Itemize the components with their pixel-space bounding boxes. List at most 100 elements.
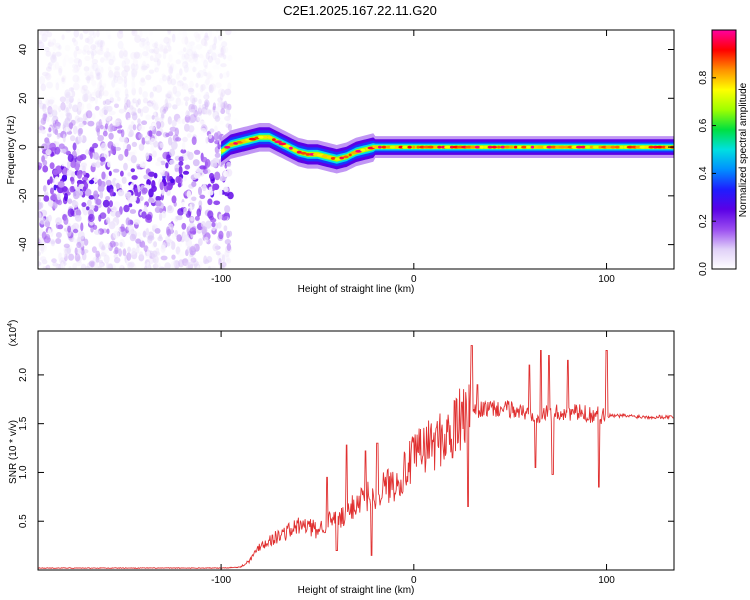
noise-cell	[55, 238, 62, 244]
noise-cell	[122, 141, 128, 151]
noise-cell	[88, 30, 95, 36]
noise-cell	[103, 51, 111, 58]
noise-cell	[44, 73, 51, 79]
noise-cell	[162, 48, 169, 54]
noise-cell	[164, 82, 168, 88]
ridge-peak	[639, 145, 647, 149]
noise-cell	[76, 170, 83, 179]
noise-cell	[215, 61, 222, 70]
colorbar-ticks: 0.0 0.2 0.4 0.6 0.8	[698, 70, 716, 276]
noise-cell	[146, 41, 151, 46]
noise-cell	[115, 179, 121, 185]
noise-cell	[145, 44, 151, 52]
noise-cell	[75, 64, 81, 71]
noise-cell	[127, 117, 132, 125]
noise-cell	[102, 44, 109, 52]
noise-cell	[167, 62, 171, 69]
noise-cell	[60, 75, 67, 85]
ridge-peak	[558, 145, 566, 149]
noise-cell	[174, 167, 179, 172]
noise-cell	[89, 71, 94, 79]
noise-cell	[204, 65, 208, 69]
noise-cell	[69, 185, 75, 193]
noise-cell	[227, 55, 233, 62]
noise-cell	[73, 30, 80, 38]
noise-cell	[88, 260, 96, 268]
noise-cell	[204, 101, 209, 110]
noise-cell	[81, 84, 88, 91]
noise-cell	[50, 39, 56, 44]
noise-cell	[195, 44, 203, 50]
noise-cell	[123, 204, 130, 213]
noise-cell	[68, 71, 76, 79]
noise-cell	[45, 140, 51, 147]
noise-cell	[138, 125, 146, 131]
noise-cell	[192, 260, 199, 267]
noise-cell	[108, 96, 114, 102]
noise-cell	[94, 95, 98, 105]
noise-cell	[123, 82, 128, 88]
noise-cell	[175, 176, 181, 184]
noise-cell	[232, 30, 237, 36]
noise-cell	[124, 88, 129, 97]
colorbar	[712, 30, 736, 269]
ridge-peak	[605, 145, 613, 149]
noise-cell	[113, 71, 121, 78]
noise-cell	[124, 58, 130, 65]
noise-cell	[86, 75, 91, 84]
noise-cell	[107, 206, 111, 214]
noise-cell	[106, 47, 110, 53]
noise-cell	[131, 141, 138, 147]
noise-cell	[228, 230, 233, 237]
noise-cell	[121, 79, 128, 88]
ridge-peak	[407, 145, 412, 149]
noise-cell	[100, 246, 106, 251]
noise-cell	[223, 100, 228, 110]
ridge-peak	[513, 145, 518, 149]
x-tick-label: 0	[411, 575, 417, 586]
noise-cell	[146, 179, 152, 186]
noise-cell	[43, 195, 50, 202]
noise-cell	[80, 162, 87, 167]
noise-cell	[214, 152, 221, 158]
noise-cell	[151, 224, 158, 230]
noise-cell	[90, 49, 97, 56]
noise-cell	[124, 137, 129, 144]
noise-cell	[166, 41, 170, 48]
noise-cell	[73, 125, 78, 135]
ridge-peak	[497, 145, 501, 149]
noise-cell	[164, 171, 168, 177]
noise-cell	[91, 91, 98, 96]
noise-cell	[58, 264, 64, 269]
noise-cell	[161, 73, 166, 78]
noise-cell	[167, 30, 172, 34]
noise-cell	[152, 42, 158, 48]
noise-cell	[190, 217, 194, 222]
noise-cell	[131, 72, 135, 81]
noise-cell	[183, 175, 187, 182]
noise-cell	[72, 190, 80, 200]
noise-cell	[105, 179, 112, 186]
y-tick-label: 2.0	[18, 368, 29, 382]
noise-cell	[212, 183, 216, 192]
noise-cell	[203, 91, 209, 100]
noise-cell	[156, 35, 164, 44]
noise-cell	[176, 32, 182, 41]
noise-cell	[195, 33, 201, 43]
noise-cell	[102, 130, 108, 137]
y-tick-label: 0.5	[18, 514, 29, 528]
noise-cell	[129, 105, 134, 110]
noise-cell	[65, 91, 71, 98]
ridge-peak	[334, 157, 341, 161]
noise-cell	[71, 37, 76, 43]
noise-cell	[197, 33, 202, 40]
noise-cell	[150, 96, 158, 103]
noise-cell	[95, 257, 100, 263]
noise-cell	[109, 97, 114, 103]
ridge-peak	[272, 138, 276, 142]
noise-cell	[81, 85, 85, 95]
noise-cell	[201, 57, 206, 63]
noise-cell	[40, 245, 45, 254]
noise-cell	[180, 48, 185, 53]
noise-cell	[115, 210, 121, 218]
